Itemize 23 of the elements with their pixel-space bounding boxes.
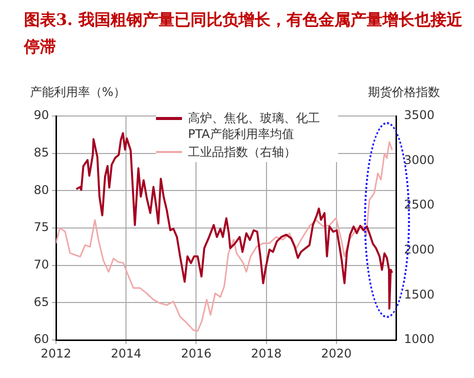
y2-tick-label: 2500 (404, 198, 435, 212)
y2-tick-label: 3000 (404, 152, 435, 167)
y-tick-label: 70 (34, 257, 49, 272)
y2-tick-label: 1000 (404, 332, 435, 346)
x-tick-label: 2016 (180, 346, 212, 360)
y2-axis-title: 期货价格指数 (368, 84, 440, 101)
legend-label: 高炉、焦化、玻璃、化工PTA产能利用率均值 (188, 110, 321, 142)
y-axis-title: 产能利用率（%） (30, 84, 126, 101)
legend-label: 工业品指数（右轴） (188, 144, 296, 160)
y-tick-label: 90 (34, 108, 49, 122)
x-tick-label: 2020 (321, 346, 352, 360)
y-tick-label: 75 (34, 220, 49, 234)
chart-title: 图表3. 我国粗钢产量已同比负增长，有色金属产量增长也接近停滞 (24, 9, 464, 58)
y-tick-label: 60 (34, 332, 49, 346)
y-tick-label: 65 (34, 294, 49, 309)
x-tick-label: 2012 (40, 346, 72, 360)
y-tick-label: 80 (34, 182, 49, 197)
y2-tick-label: 3500 (404, 108, 435, 122)
y2-tick-label: 2000 (404, 242, 435, 257)
y-tick-label: 85 (34, 145, 49, 160)
x-tick-label: 2018 (251, 346, 282, 360)
x-tick-label: 2014 (110, 346, 142, 360)
y2-tick-label: 1500 (404, 287, 435, 302)
